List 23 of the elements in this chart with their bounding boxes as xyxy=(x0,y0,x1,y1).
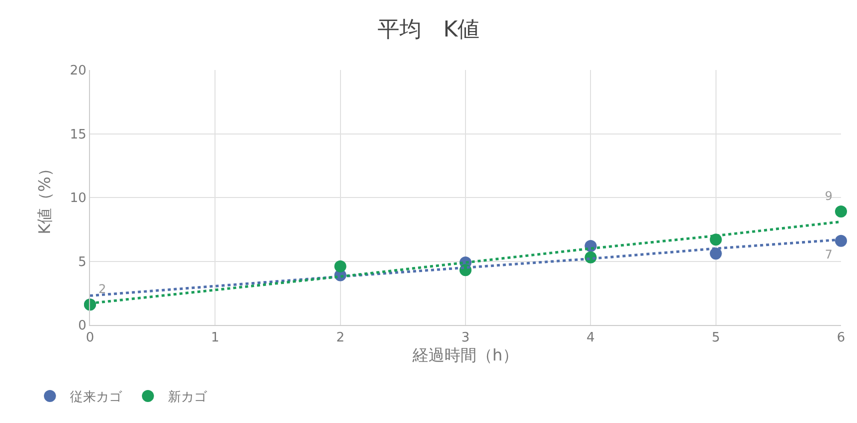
x-tick-label: 5 xyxy=(712,330,720,346)
data-label: 9 xyxy=(824,189,832,204)
x-tick-label: 1 xyxy=(211,330,220,346)
data-label: 7 xyxy=(824,247,832,262)
x-axis-title: 経過時間（h） xyxy=(411,346,519,365)
chart-title: 平均 K値 xyxy=(377,18,480,43)
y-axis-title: K値（%） xyxy=(34,160,54,234)
y-tick-label: 0 xyxy=(78,318,86,334)
y-tick-label: 20 xyxy=(70,64,86,79)
y-tick-label: 10 xyxy=(70,191,86,206)
point xyxy=(710,248,722,260)
y-tick-label: 5 xyxy=(78,254,86,270)
point xyxy=(334,260,346,272)
point xyxy=(835,206,847,218)
x-tick-label: 3 xyxy=(461,330,470,346)
x-tick-label: 6 xyxy=(836,330,846,346)
legend-label: 従来カゴ xyxy=(70,390,123,406)
y-tick-label: 15 xyxy=(70,127,86,142)
data-label: 2 xyxy=(98,282,106,296)
x-tick-label: 4 xyxy=(586,330,595,346)
legend-label: 新カゴ xyxy=(168,390,208,406)
point xyxy=(835,234,847,247)
x-tick-label: 2 xyxy=(336,330,344,346)
